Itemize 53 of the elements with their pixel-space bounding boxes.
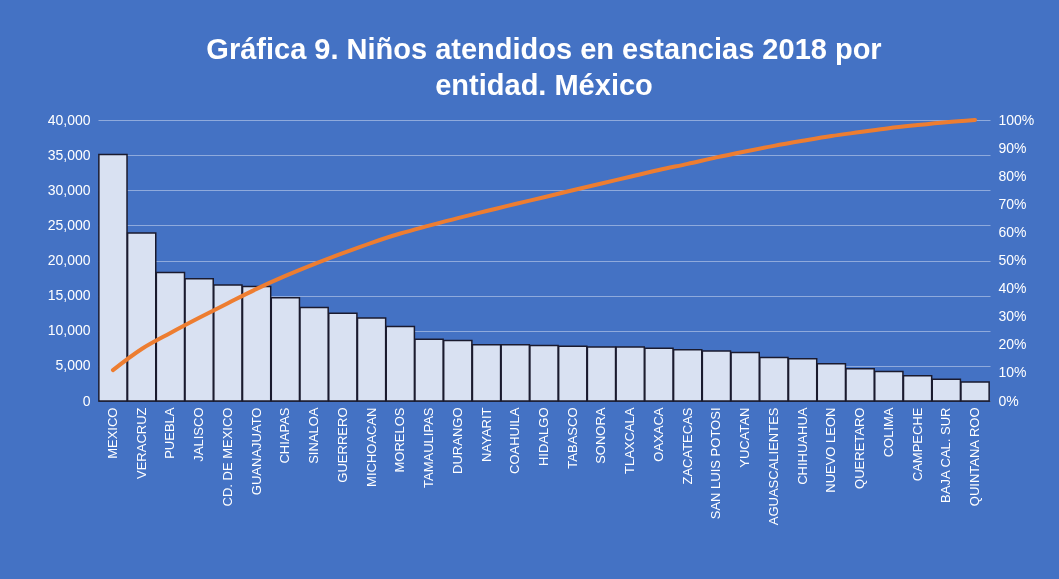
x-tick-label: TLAXCALA (622, 407, 638, 474)
x-tick-label: COAHUILA (507, 407, 523, 474)
y-tick-label: 20,000 (47, 252, 91, 268)
x-tick-label: OAXACA (650, 407, 666, 462)
y2-tick-label: 30% (998, 308, 1027, 325)
y-tick-label: 40,000 (47, 111, 91, 128)
x-tick-label: AGUASCALIENTES (765, 407, 781, 526)
x-tick-label: COLIMA (880, 407, 896, 458)
chart-title: Gráfica 9. Niños atendidos en estancias 2018 por entidad. México (206, 33, 882, 101)
x-tick-label: VERACRUZ (133, 407, 149, 480)
y2-tick-label: 0% (998, 392, 1019, 409)
y2-tick-label: 80% (998, 167, 1027, 184)
x-tick-label: SAN LUIS POTOSI (708, 407, 724, 520)
line-series (110, 118, 978, 373)
y-tick-label: 30,000 (47, 181, 91, 198)
y2-tick-label: 20% (998, 336, 1027, 353)
x-tick-label: MORELOS (392, 407, 408, 473)
x-tick-label: NUEVO LEON (823, 407, 839, 493)
x-tick-label: CAMPECHE (909, 407, 925, 482)
y2-tick-label: 100% (998, 111, 1035, 128)
x-tick-label: TAMAULIPAS (421, 407, 437, 488)
x-tick-label: ZACATECAS (679, 407, 695, 485)
x-tick-label: BAJA CAL. SUR (938, 407, 954, 503)
y-tick-label: 25,000 (47, 216, 91, 233)
x-tick-label: GUANAJUATO (248, 407, 264, 496)
y2-tick-label: 90% (998, 139, 1027, 156)
x-tick-label: MEXICO (104, 407, 120, 459)
y2-tick-label: 70% (998, 195, 1027, 212)
x-tick-label: GUERRERO (334, 407, 350, 483)
y2-tick-label: 40% (998, 280, 1027, 297)
x-tick-label: SONORA (593, 407, 609, 464)
y-tick-label: 15,000 (47, 287, 91, 304)
y-tick-label: 35,000 (47, 146, 91, 163)
x-tick-label: DURANGO (449, 407, 465, 474)
x-tick-label: HIDALGO (536, 407, 551, 467)
y-tick-label: 10,000 (47, 322, 91, 339)
x-tick-label: CHIAPAS (277, 407, 293, 464)
y2-tick-label: 10% (998, 364, 1027, 381)
x-tick-label: CD. DE MEXICO (219, 407, 235, 507)
y-tick-label: 5,000 (55, 357, 91, 374)
x-tick-label: CHIHUAHUA (794, 407, 810, 485)
x-tick-label: SINALOA (306, 407, 322, 464)
x-tick-label: QUERETARO (852, 407, 868, 489)
y-tick-label: 0 (82, 392, 91, 409)
x-tick-label: YUCATAN (737, 407, 753, 468)
y2-tick-label: 60% (998, 223, 1027, 240)
x-tick-label: JALISCO (191, 407, 207, 462)
x-tick-label: TABASCO (564, 407, 580, 469)
x-tick-label: NAYARIT (478, 407, 494, 462)
x-tick-label: QUINTANA ROO (967, 407, 983, 507)
y2-tick-label: 50% (998, 252, 1027, 268)
x-tick-label: PUEBLA (162, 407, 178, 459)
x-tick-label: MICHOACAN (363, 407, 379, 487)
